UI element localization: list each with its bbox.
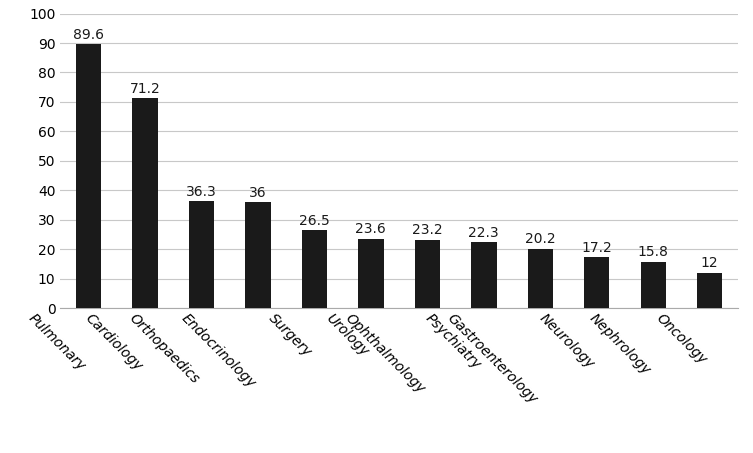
Text: 20.2: 20.2 (525, 232, 556, 246)
Bar (471, 242, 496, 308)
Bar (584, 257, 609, 308)
Text: 15.8: 15.8 (638, 245, 669, 259)
Text: 23.2: 23.2 (412, 223, 443, 237)
Text: 26.5: 26.5 (299, 214, 330, 228)
Bar (641, 261, 666, 308)
Text: 71.2: 71.2 (130, 82, 160, 96)
Text: 17.2: 17.2 (581, 241, 612, 255)
Text: 36: 36 (249, 186, 267, 200)
Bar (415, 240, 440, 308)
Bar (528, 249, 553, 308)
Bar (697, 273, 722, 308)
Text: 89.6: 89.6 (73, 28, 104, 42)
Text: 23.6: 23.6 (355, 222, 386, 236)
Bar (76, 44, 101, 308)
Text: 22.3: 22.3 (468, 226, 499, 240)
Bar (189, 201, 214, 308)
Text: 12: 12 (701, 256, 718, 270)
Bar (133, 98, 157, 308)
Bar (302, 230, 327, 308)
Bar (245, 202, 270, 308)
Bar (358, 239, 383, 308)
Text: 36.3: 36.3 (186, 185, 217, 199)
